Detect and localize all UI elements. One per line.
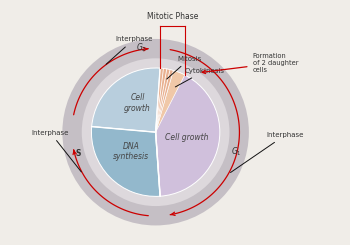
Text: Mitotic Phase: Mitotic Phase: [147, 12, 198, 21]
Text: S: S: [76, 149, 81, 158]
Text: Formation
of 2 daughter
cells: Formation of 2 daughter cells: [202, 53, 298, 74]
Text: $G_1$: $G_1$: [231, 146, 242, 158]
Text: Cytokinesis: Cytokinesis: [175, 68, 225, 87]
Text: Interphase: Interphase: [106, 36, 153, 64]
Text: Cell
growth: Cell growth: [124, 93, 151, 113]
Text: $G_2$: $G_2$: [136, 42, 147, 54]
Circle shape: [82, 58, 230, 206]
Wedge shape: [91, 127, 160, 196]
Text: Interphase: Interphase: [32, 130, 81, 172]
Wedge shape: [156, 71, 185, 132]
Wedge shape: [92, 68, 160, 132]
Circle shape: [62, 39, 249, 225]
Text: DNA
synthesis: DNA synthesis: [113, 142, 149, 161]
Wedge shape: [156, 68, 220, 196]
Text: Cell growth: Cell growth: [165, 133, 209, 142]
Text: Mitosis: Mitosis: [167, 56, 202, 79]
Text: Interphase: Interphase: [231, 132, 304, 172]
Wedge shape: [156, 68, 173, 132]
